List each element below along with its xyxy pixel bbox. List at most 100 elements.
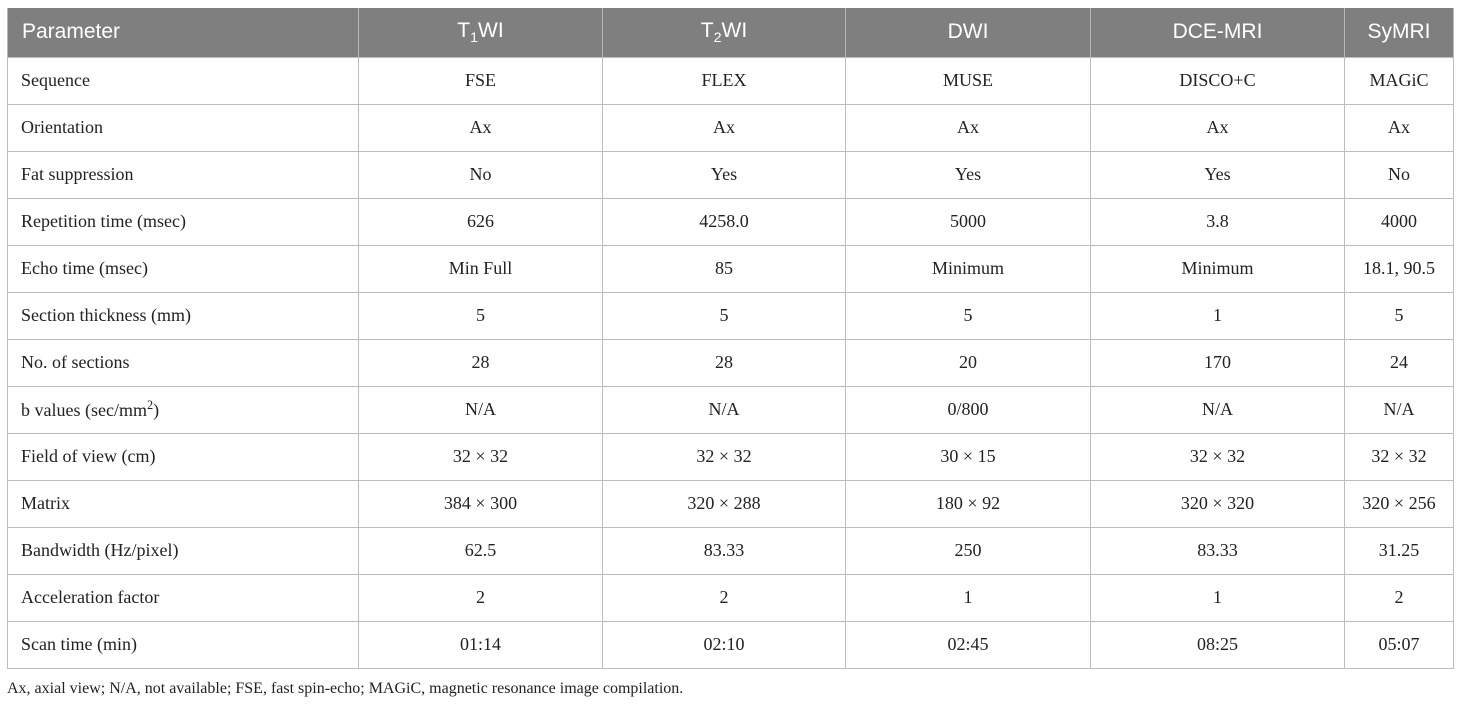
table-cell: 24 [1344,338,1454,387]
row-label: No. of sections [7,338,359,387]
row-label: Sequence [7,56,359,105]
table-cell: 02:10 [602,620,846,669]
table-cell: 4258.0 [602,197,846,246]
table-cell: N/A [602,385,846,434]
table-cell: N/A [358,385,603,434]
row-label: b values (sec/mm2) [7,385,359,434]
table-cell: 18.1, 90.5 [1344,244,1454,293]
table-cell: 01:14 [358,620,603,669]
table-row: Scan time (min) 01:14 02:10 02:45 08:25 05:07 [7,620,1454,669]
table-cell: 83.33 [1090,526,1345,575]
table-cell: N/A [1344,385,1454,434]
table-row: Acceleration factor 2 2 1 1 2 [7,573,1454,622]
table-cell: 5 [602,291,846,340]
header-dwi: DWI [845,8,1091,57]
row-label: Acceleration factor [7,573,359,622]
table-row: Matrix 384 × 300 320 × 288 180 × 92 320 × 32… [7,479,1454,528]
header-symri: SyMRI [1344,8,1454,57]
table-row: Section thickness (mm) 5 5 5 1 5 [7,291,1454,340]
table-cell: Ax [358,103,603,152]
table-cell: MUSE [845,56,1091,105]
table-cell: 32 × 32 [1344,432,1454,481]
table-cell: 1 [1090,291,1345,340]
row-label: Section thickness (mm) [7,291,359,340]
table-cell: 170 [1090,338,1345,387]
table-body: Sequence FSE FLEX MUSE DISCO+C MAGiC Orientati… [7,56,1454,669]
table-cell: 320 × 256 [1344,479,1454,528]
table-cell: No [358,150,603,199]
table-row: Field of view (cm) 32 × 32 32 × 32 30 × 15 3… [7,432,1454,481]
table-row: Repetition time (msec) 626 4258.0 5000 3.8 40… [7,197,1454,246]
table-cell: 28 [358,338,603,387]
row-label: Field of view (cm) [7,432,359,481]
table-cell: 08:25 [1090,620,1345,669]
table-row: Bandwidth (Hz/pixel) 62.5 83.33 250 83.33 31.… [7,526,1454,575]
table-row: b values (sec/mm2) N/A N/A 0/800 N/A N/A [7,385,1454,434]
table-row: Orientation Ax Ax Ax Ax Ax [7,103,1454,152]
row-label: Echo time (msec) [7,244,359,293]
table-cell: Ax [845,103,1091,152]
mri-parameters-table-container: Parameter T1WI T2WI DWI DCE-MRI SyMRI Se… [7,8,1454,669]
table-cell: Ax [602,103,846,152]
table-cell: N/A [1090,385,1345,434]
table-cell: Min Full [358,244,603,293]
table-cell: FSE [358,56,603,105]
table-cell: 1 [845,573,1091,622]
table-cell: Ax [1090,103,1345,152]
row-label: Repetition time (msec) [7,197,359,246]
table-cell: 62.5 [358,526,603,575]
table-cell: 83.33 [602,526,846,575]
row-label: Fat suppression [7,150,359,199]
table-cell: 320 × 320 [1090,479,1345,528]
table-cell: 0/800 [845,385,1091,434]
table-cell: 20 [845,338,1091,387]
row-label: Orientation [7,103,359,152]
table-cell: 5000 [845,197,1091,246]
table-cell: 180 × 92 [845,479,1091,528]
table-cell: Yes [845,150,1091,199]
table-cell: Ax [1344,103,1454,152]
table-cell: 320 × 288 [602,479,846,528]
table-cell: 384 × 300 [358,479,603,528]
header-dce-mri: DCE-MRI [1090,8,1345,57]
row-label: Scan time (min) [7,620,359,669]
mri-parameters-table: Parameter T1WI T2WI DWI DCE-MRI SyMRI Se… [7,8,1454,669]
table-cell: 1 [1090,573,1345,622]
table-cell: Minimum [1090,244,1345,293]
table-cell: No [1344,150,1454,199]
table-cell: 5 [358,291,603,340]
table-row: No. of sections 28 28 20 170 24 [7,338,1454,387]
table-cell: 05:07 [1344,620,1454,669]
header-t1wi: T1WI [358,8,603,57]
table-cell: MAGiC [1344,56,1454,105]
table-cell: 32 × 32 [1090,432,1345,481]
row-label: Matrix [7,479,359,528]
table-row: Fat suppression No Yes Yes Yes No [7,150,1454,199]
table-cell: 3.8 [1090,197,1345,246]
table-cell: 28 [602,338,846,387]
table-row: Sequence FSE FLEX MUSE DISCO+C MAGiC [7,56,1454,105]
table-cell: 32 × 32 [602,432,846,481]
table-cell: 32 × 32 [358,432,603,481]
table-cell: 2 [358,573,603,622]
table-header-row: Parameter T1WI T2WI DWI DCE-MRI SyMRI [7,8,1454,57]
table-cell: Minimum [845,244,1091,293]
table-row: Echo time (msec) Min Full 85 Minimum Minimum… [7,244,1454,293]
table-cell: 4000 [1344,197,1454,246]
header-t2wi: T2WI [602,8,846,57]
table-cell: 85 [602,244,846,293]
table-cell: DISCO+C [1090,56,1345,105]
table-cell: 02:45 [845,620,1091,669]
row-label: Bandwidth (Hz/pixel) [7,526,359,575]
table-cell: Yes [602,150,846,199]
table-cell: Yes [1090,150,1345,199]
table-cell: FLEX [602,56,846,105]
table-cell: 5 [845,291,1091,340]
table-cell: 250 [845,526,1091,575]
table-cell: 5 [1344,291,1454,340]
table-footnote: Ax, axial view; N/A, not available; FSE,… [7,680,684,697]
table-cell: 31.25 [1344,526,1454,575]
table-cell: 2 [602,573,846,622]
table-cell: 30 × 15 [845,432,1091,481]
table-cell: 626 [358,197,603,246]
